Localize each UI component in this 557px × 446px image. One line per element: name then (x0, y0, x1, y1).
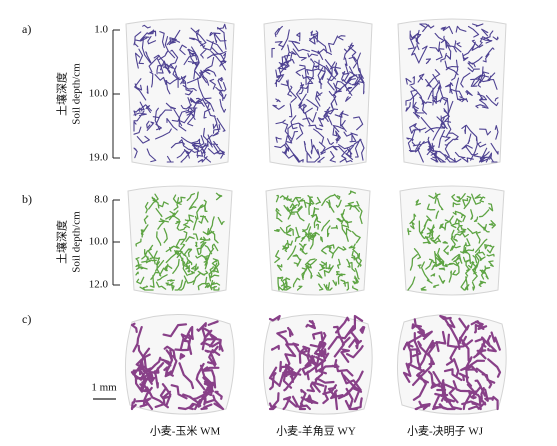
depth-axis: 8.0 10.0 12.0 土壤深度 Soil depth/cm (55, 194, 120, 291)
root-system (135, 191, 225, 291)
root-system (402, 314, 502, 411)
depth-axis: 1.0 10.0 19.0 土壤深度 Soil depth/cm (55, 24, 120, 164)
tick-label: 1.0 (94, 24, 108, 36)
tick-label: 10.0 (89, 88, 109, 100)
tick-label: 12.0 (89, 279, 109, 291)
root-system (271, 25, 365, 163)
panel-label: c) (22, 312, 31, 326)
root-system (130, 320, 225, 411)
root-system (407, 192, 496, 291)
tick-label: 8.0 (94, 194, 108, 206)
root-system (405, 23, 499, 163)
root-renderings (125, 18, 507, 415)
column-label: 小麦-羊角豆 WY (276, 424, 356, 438)
root-system (274, 190, 363, 291)
tick-label: 10.0 (89, 236, 109, 248)
root-system (133, 23, 227, 163)
column-label: 小麦-玉米 WM (150, 425, 221, 438)
panel-label: a) (22, 22, 31, 36)
scale-bar-label: 1 mm (91, 382, 117, 394)
root-system (268, 314, 366, 411)
panel-label: b) (22, 192, 32, 206)
axis-title: 土壤深度 (55, 72, 69, 116)
axis-title: 土壤深度 (55, 220, 69, 264)
axis-title: Soil depth/cm (71, 63, 83, 125)
cylinder-shell (265, 185, 371, 296)
column-label: 小麦-决明子 WJ (407, 425, 484, 438)
tick-label: 19.0 (89, 152, 109, 164)
axis-title: Soil depth/cm (71, 211, 83, 273)
cylinder-shell (125, 18, 235, 168)
